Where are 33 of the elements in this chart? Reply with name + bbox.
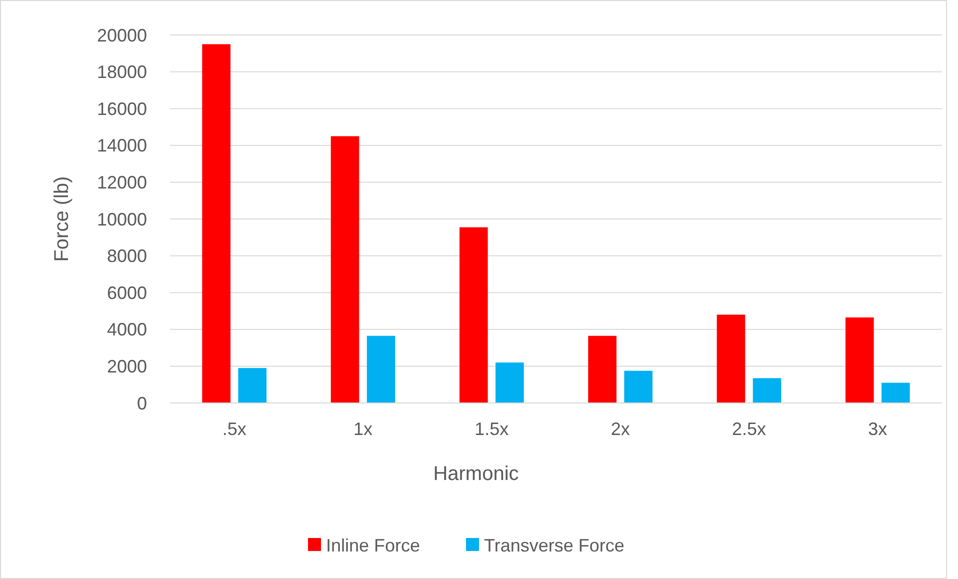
- bar: [846, 317, 874, 403]
- y-tick-label: 8000: [106, 246, 147, 266]
- bar: [588, 336, 616, 403]
- x-tick-label: 2x: [610, 419, 630, 439]
- legend-label: Inline Force: [326, 535, 420, 556]
- legend-label: Transverse Force: [484, 535, 624, 556]
- y-tick-label: 4000: [106, 320, 147, 340]
- y-tick-label: 18000: [96, 62, 147, 82]
- bar: [882, 382, 910, 403]
- bar: [496, 362, 524, 403]
- bar: [366, 336, 396, 403]
- y-tick-label: 12000: [96, 172, 147, 192]
- y-tick-label: 6000: [106, 282, 147, 303]
- x-tick-label: 3x: [868, 419, 888, 439]
- bar: [624, 370, 652, 403]
- bar: [330, 136, 360, 403]
- bar: [716, 314, 746, 403]
- bar: [460, 227, 488, 403]
- x-tick-label: 2.5x: [732, 419, 766, 439]
- bar: [238, 368, 266, 403]
- y-tick-label: 2000: [106, 356, 147, 376]
- x-tick-label: 1.5x: [474, 419, 509, 439]
- y-tick-label: 16000: [96, 98, 147, 119]
- x-axis-title: Harmonic: [433, 463, 519, 485]
- bar: [752, 378, 782, 403]
- y-tick-label: 14000: [96, 136, 147, 156]
- x-tick-label: .5x: [222, 419, 246, 439]
- bar: [202, 44, 230, 403]
- x-tick-label: 1x: [353, 419, 373, 439]
- y-axis-title: Force (lb): [51, 176, 73, 262]
- y-tick-label: 0: [136, 393, 147, 414]
- y-tick-label: 10000: [96, 209, 147, 230]
- y-tick-label: 20000: [96, 25, 147, 46]
